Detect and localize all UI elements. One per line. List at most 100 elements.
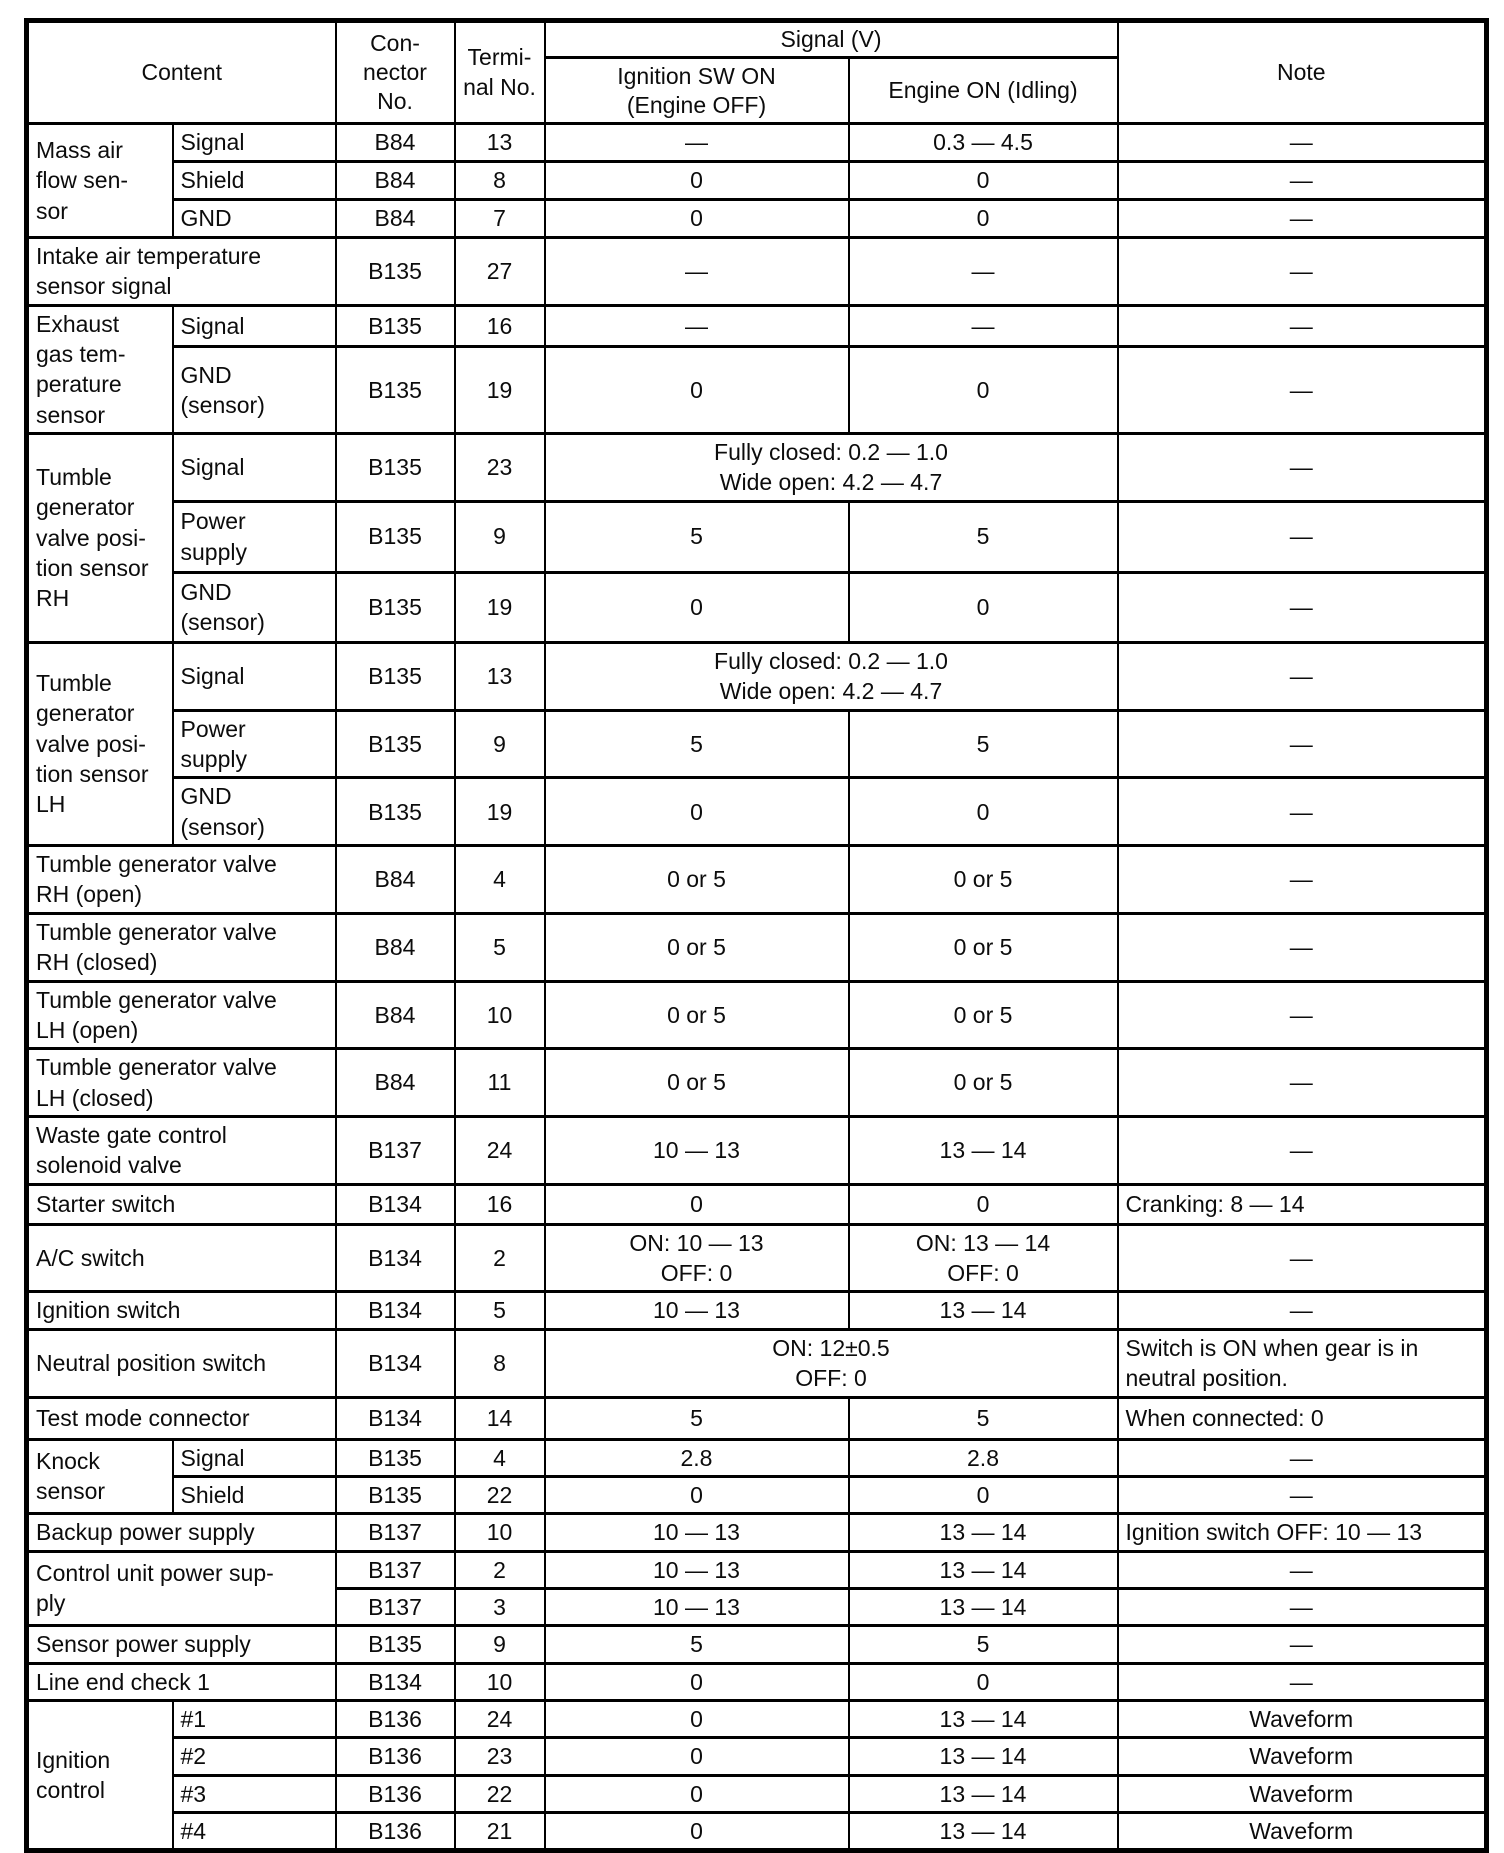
connector-no-cell: B134 — [334, 1182, 456, 1226]
table-row: Power supply B135 9 5 5 — — [27, 708, 1488, 780]
signal-engine-on-cell: 0 — [847, 159, 1119, 201]
content-cell: Line end check 1 — [25, 1661, 337, 1703]
content-label-cell: Signal — [171, 1437, 337, 1478]
signal-ignition-on-cell: 0 — [543, 1182, 850, 1226]
note-cell: — — [1116, 1222, 1488, 1294]
connector-no-cell: B84 — [334, 1047, 456, 1118]
signal-engine-on-cell: 0 or 5 — [847, 844, 1119, 915]
signal-merged-cell: Fully closed: 0.2 — 1.0 Wide open: 4.2 —… — [543, 431, 1119, 503]
table-row: Waste gate control solenoid valve B137 2… — [25, 1114, 1488, 1186]
table-row: Mass air flow sen- sor Signal B84 13 — 0… — [25, 122, 1488, 239]
note-cell: — — [1116, 197, 1488, 239]
note-cell: Waveform — [1116, 1699, 1488, 1740]
terminal-no-cell: 22 — [453, 1773, 546, 1815]
table-row: #2 B136 23 0 13 — 14 Waveform — [27, 1736, 1488, 1777]
connector-no-cell: B135 — [334, 1437, 456, 1478]
header-engine-on-idling: Engine ON (Idling) — [847, 56, 1119, 126]
note-cell: — — [1116, 1661, 1488, 1703]
table-row: Shield B135 22 0 0 — — [27, 1474, 1488, 1516]
note-cell: — — [1116, 1114, 1488, 1186]
signal-engine-on-cell: 0 — [847, 344, 1119, 435]
connector-no-cell: B135 — [334, 235, 456, 307]
signal-merged-cell: ON: 12±0.5 OFF: 0 — [543, 1327, 1119, 1399]
signal-ignition-on-cell: 0 — [543, 1811, 850, 1853]
terminal-no-cell: 14 — [453, 1395, 546, 1441]
terminal-no-cell: 22 — [453, 1474, 546, 1516]
terminal-no-cell: 10 — [453, 1661, 546, 1703]
note-cell: — — [1116, 570, 1488, 644]
note-cell: Cranking: 8 — 14 — [1116, 1182, 1488, 1226]
signal-engine-on-cell: 13 — 14 — [847, 1586, 1119, 1628]
signal-engine-on-cell: 13 — 14 — [847, 1773, 1119, 1815]
terminal-no-cell: 21 — [453, 1811, 546, 1853]
connector-no-cell: B136 — [334, 1736, 456, 1777]
signal-engine-on-cell: 13 — 14 — [847, 1114, 1119, 1186]
header-signal-v: Signal (V) — [543, 18, 1119, 60]
signal-ignition-on-cell: 0 — [543, 1773, 850, 1815]
content-group-cell: Exhaust gas tem- perature sensor — [25, 303, 174, 435]
connector-no-cell: B137 — [334, 1586, 456, 1628]
terminal-no-cell: 11 — [453, 1047, 546, 1118]
signal-ignition-on-cell: ON: 10 — 13 OFF: 0 — [543, 1222, 850, 1294]
header-ignition-sw-on: Ignition SW ON (Engine OFF) — [543, 56, 850, 126]
signal-ignition-on-cell: 0 — [543, 1474, 850, 1516]
content-group-cell: Knock sensor — [25, 1437, 174, 1516]
signal-ignition-on-cell: 0 — [543, 1736, 850, 1777]
note-cell: Ignition switch OFF: 10 — 13 — [1116, 1512, 1488, 1553]
note-cell: — — [1116, 844, 1488, 915]
terminal-no-cell: 23 — [453, 431, 546, 503]
note-cell: — — [1116, 1474, 1488, 1516]
signal-engine-on-cell: 0 — [847, 197, 1119, 239]
table-row: Test mode connector B134 14 5 5 When con… — [25, 1395, 1488, 1441]
connector-no-cell: B135 — [334, 776, 456, 848]
note-cell: — — [1116, 1549, 1488, 1590]
connector-no-cell: B84 — [334, 911, 456, 983]
content-label-cell: GND (sensor) — [171, 570, 337, 644]
header-terminal-no: Termi- nal No. — [453, 18, 546, 126]
signal-ignition-on-cell: 0 — [543, 776, 850, 848]
signal-ignition-on-cell: 0 — [543, 1661, 850, 1703]
content-cell: Neutral position switch — [25, 1327, 337, 1399]
content-cell: Waste gate control solenoid valve — [25, 1114, 337, 1186]
note-cell: — — [1116, 1047, 1488, 1118]
content-group-cell: Mass air flow sen- sor — [25, 122, 174, 239]
signal-ignition-on-cell: 0 or 5 — [543, 844, 850, 915]
content-label-cell: Power supply — [171, 499, 337, 574]
content-label-cell: #3 — [171, 1773, 337, 1815]
header-note: Note — [1116, 18, 1488, 126]
content-label-cell: Shield — [171, 1474, 337, 1516]
table-row: B137 3 10 — 13 13 — 14 — — [27, 1586, 1488, 1628]
connector-no-cell: B136 — [334, 1699, 456, 1740]
table-row: Tumble generator valve RH (closed) B84 5… — [25, 911, 1488, 983]
signal-ignition-on-cell: — — [543, 235, 850, 307]
terminal-no-cell: 5 — [453, 1290, 546, 1331]
content-cell: A/C switch — [25, 1222, 337, 1294]
table-row: Power supply B135 9 5 5 — — [27, 499, 1488, 574]
table-header-subrow: Ignition SW ON (Engine OFF) Engine ON (I… — [27, 56, 1487, 126]
connector-no-cell: B135 — [334, 708, 456, 780]
terminal-no-cell: 2 — [453, 1222, 546, 1294]
connector-no-cell: B137 — [334, 1114, 456, 1186]
table-row: GND (sensor) B135 19 0 0 — — [27, 344, 1488, 435]
terminal-no-cell: 5 — [453, 911, 546, 983]
signal-ignition-on-cell: 0 — [543, 570, 850, 644]
content-cell: Sensor power supply — [25, 1624, 337, 1665]
connector-no-cell: B135 — [334, 640, 456, 712]
terminal-no-cell: 27 — [453, 235, 546, 307]
connector-no-cell: B135 — [334, 303, 456, 348]
signal-ignition-on-cell: 0 or 5 — [543, 1047, 850, 1118]
connector-no-cell: B135 — [334, 431, 456, 503]
signal-engine-on-cell: 0 — [847, 570, 1119, 644]
terminal-no-cell: 16 — [453, 303, 546, 348]
connector-no-cell: B134 — [334, 1290, 456, 1331]
note-cell: — — [1116, 431, 1488, 503]
terminal-no-cell: 19 — [453, 344, 546, 435]
terminal-no-cell: 3 — [453, 1586, 546, 1628]
table-row: Intake air temperature sensor signal B13… — [25, 235, 1488, 307]
content-cell: Tumble generator valve RH (open) — [25, 844, 337, 915]
signal-ignition-on-cell: 0 — [543, 159, 850, 201]
signal-ignition-on-cell: 5 — [543, 1395, 850, 1441]
note-cell: — — [1116, 1586, 1488, 1628]
connector-no-cell: B134 — [334, 1327, 456, 1399]
header-content: Content — [25, 18, 337, 126]
